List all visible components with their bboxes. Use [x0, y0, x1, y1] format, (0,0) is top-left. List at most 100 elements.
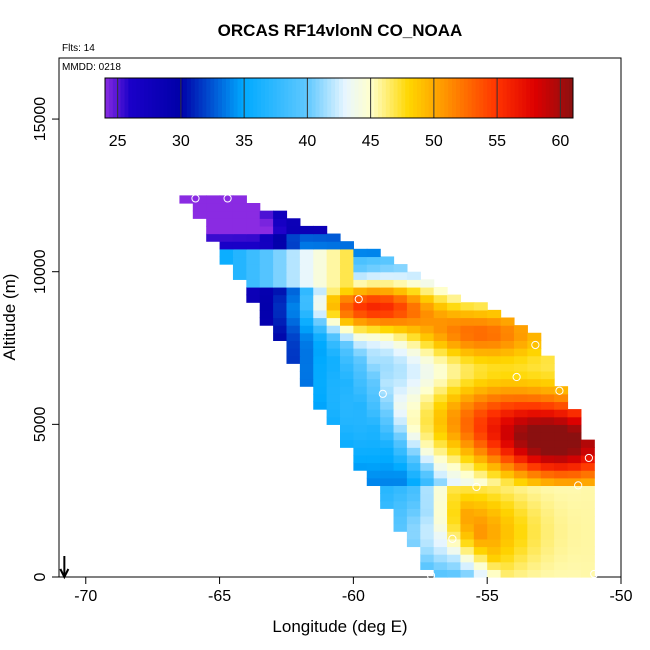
heatmap-cell	[246, 210, 261, 219]
heatmap-cell	[393, 279, 408, 288]
heatmap-cell	[433, 447, 448, 456]
heatmap-cell	[406, 355, 421, 364]
heatmap-cell	[246, 218, 261, 227]
heatmap-cell	[393, 447, 408, 456]
heatmap-cell	[433, 424, 448, 433]
heatmap-cell	[206, 218, 221, 227]
heatmap-cell	[366, 317, 381, 326]
heatmap-cell	[380, 431, 395, 441]
colorbar-tick-label: 45	[362, 133, 380, 150]
heatmap-cell	[313, 233, 328, 242]
heatmap-cell	[527, 416, 542, 425]
heatmap-cell	[473, 317, 488, 326]
heatmap-cell	[313, 309, 328, 319]
heatmap-cell	[540, 515, 555, 525]
heatmap-cell	[286, 248, 301, 258]
heatmap-cell	[366, 294, 381, 303]
heatmap-cell	[433, 462, 448, 471]
colorbar-segment	[257, 78, 262, 118]
heatmap-cell	[380, 401, 395, 410]
heatmap-cell	[259, 248, 274, 258]
heatmap-cell	[460, 470, 475, 479]
x-axis: -70 -65 -60 -55 -50	[74, 577, 633, 605]
colorbar: 25 30 35 40 45 50 55 60	[103, 76, 575, 150]
colorbar-segment	[280, 78, 285, 118]
heatmap-cell	[393, 302, 408, 311]
heatmap-cell	[513, 485, 528, 494]
heatmap-cell	[340, 439, 354, 448]
heatmap-cell	[554, 470, 569, 479]
x-tick-label: -70	[74, 588, 97, 605]
heatmap-cell	[219, 195, 234, 204]
colorbar-segment	[561, 78, 566, 118]
heatmap-cell	[540, 378, 555, 387]
heatmap-cell	[527, 424, 542, 433]
heatmap-cell	[326, 309, 341, 319]
heatmap-cell	[500, 355, 515, 364]
heatmap-cell	[273, 294, 288, 303]
heatmap-cell	[433, 409, 448, 418]
heatmap-cell	[326, 393, 341, 403]
colorbar-segment	[440, 78, 445, 118]
colorbar-segment	[553, 78, 558, 118]
heatmap-cell	[460, 340, 475, 349]
colorbar-segment	[479, 78, 484, 118]
heatmap-cell	[447, 508, 462, 517]
heatmap-cell	[420, 515, 435, 525]
heatmap-cell	[433, 500, 448, 509]
heatmap-cell	[393, 424, 408, 433]
heatmap-cell	[460, 409, 475, 418]
heatmap-cell	[326, 302, 341, 311]
heatmap-cell	[460, 431, 475, 441]
heatmap-cell	[393, 416, 408, 425]
heatmap-cell	[299, 340, 314, 349]
heatmap-cell	[299, 286, 314, 296]
heatmap-cell	[393, 401, 408, 410]
heatmap-cell	[259, 302, 274, 311]
heatmap-cell	[567, 462, 582, 471]
heatmap-cell	[540, 355, 555, 364]
colorbar-segment	[385, 78, 391, 118]
heatmap-cell	[340, 317, 354, 326]
heatmap-cell	[487, 401, 502, 410]
sample-point	[327, 212, 337, 221]
sample-point	[223, 194, 232, 203]
heatmap-cell	[460, 554, 475, 563]
heatmap-cell	[246, 286, 261, 296]
heatmap-cell	[192, 210, 207, 219]
heatmap-cell	[259, 279, 274, 288]
heatmap-cell	[420, 508, 435, 517]
heatmap-cell	[406, 393, 421, 403]
heatmap-cell	[393, 348, 408, 357]
heatmap-cell	[259, 286, 274, 296]
y-axis-label: Altitude (m)	[0, 274, 19, 361]
heatmap-cell	[366, 271, 381, 280]
heatmap-cell	[580, 569, 595, 578]
heatmap-cell	[500, 538, 515, 548]
heatmap-cells	[179, 195, 595, 578]
heatmap-cell	[447, 500, 462, 509]
heatmap-cell	[393, 309, 408, 319]
heatmap-cell	[299, 279, 314, 288]
heatmap-cell	[232, 241, 247, 250]
heatmap-cell	[273, 241, 288, 250]
heatmap-cell	[500, 500, 515, 509]
heatmap-cell	[487, 515, 502, 525]
colorbar-tick-label: 50	[425, 133, 443, 150]
heatmap-cell	[340, 264, 354, 273]
heatmap-cell	[554, 500, 569, 509]
colorbar-segment	[198, 78, 203, 118]
heatmap-cell	[313, 225, 328, 235]
colorbar-segment	[319, 78, 324, 118]
heatmap-cell	[567, 485, 582, 494]
heatmap-cell	[393, 439, 408, 448]
heatmap-cell	[206, 233, 221, 242]
heatmap-cell	[513, 332, 528, 341]
heatmap-cell	[447, 355, 462, 364]
heatmap-cell	[353, 264, 368, 273]
heatmap-cell	[380, 264, 395, 273]
heatmap-cell	[366, 409, 381, 418]
heatmap-cell	[580, 531, 595, 540]
heatmap-cell	[326, 294, 341, 303]
heatmap-cell	[433, 401, 448, 410]
